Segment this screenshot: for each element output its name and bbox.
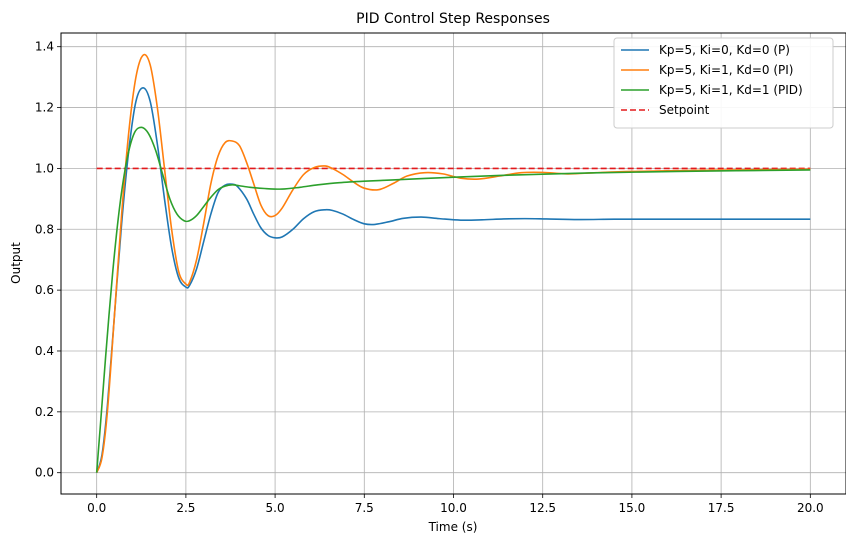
legend-label-0: Kp=5, Ki=0, Kd=0 (P) [659, 43, 790, 57]
legend-label-1: Kp=5, Ki=1, Kd=0 (PI) [659, 63, 793, 77]
legend-label-3: Setpoint [659, 103, 710, 117]
series-line-1 [95, 53, 811, 474]
x-tick-label: 15.0 [619, 501, 646, 515]
y-tick-label: 0.0 [35, 466, 54, 480]
series-line-0 [95, 86, 811, 473]
x-tick-label: 17.5 [708, 501, 735, 515]
y-tick-label: 0.6 [35, 283, 54, 297]
y-axis-label: Output [9, 242, 23, 284]
x-tick-label: 10.0 [440, 501, 467, 515]
x-tick-label: 5.0 [266, 501, 285, 515]
x-tick-label: 20.0 [797, 501, 824, 515]
x-tick-label: 7.5 [355, 501, 374, 515]
y-tick-label: 1.0 [35, 161, 54, 175]
series-line-2 [95, 126, 811, 473]
x-tick-label: 12.5 [529, 501, 556, 515]
x-axis-label: Time (s) [428, 520, 478, 534]
y-tick-label: 0.4 [35, 344, 54, 358]
series-layer [95, 53, 811, 474]
x-tick-label: 0.0 [87, 501, 106, 515]
legend: Kp=5, Ki=0, Kd=0 (P) Kp=5, Ki=1, Kd=0 (PI… [613, 37, 834, 129]
y-tick-label: 1.4 [35, 40, 54, 54]
y-tick-label: 0.2 [35, 405, 54, 419]
y-axis: 0.0 0.2 0.4 0.6 0.8 1.0 1.2 1.4 [35, 40, 61, 480]
chart-title: PID Control Step Responses [356, 11, 550, 27]
y-tick-label: 0.8 [35, 222, 54, 236]
grid-lines [61, 33, 846, 494]
x-tick-label: 2.5 [176, 501, 195, 515]
legend-label-2: Kp=5, Ki=1, Kd=1 (PID) [659, 83, 803, 97]
legend-box [613, 37, 834, 129]
x-axis: 0.0 2.5 5.0 7.5 10.0 12.5 15.0 17.5 20.0 [87, 494, 824, 515]
y-tick-label: 1.2 [35, 101, 54, 115]
